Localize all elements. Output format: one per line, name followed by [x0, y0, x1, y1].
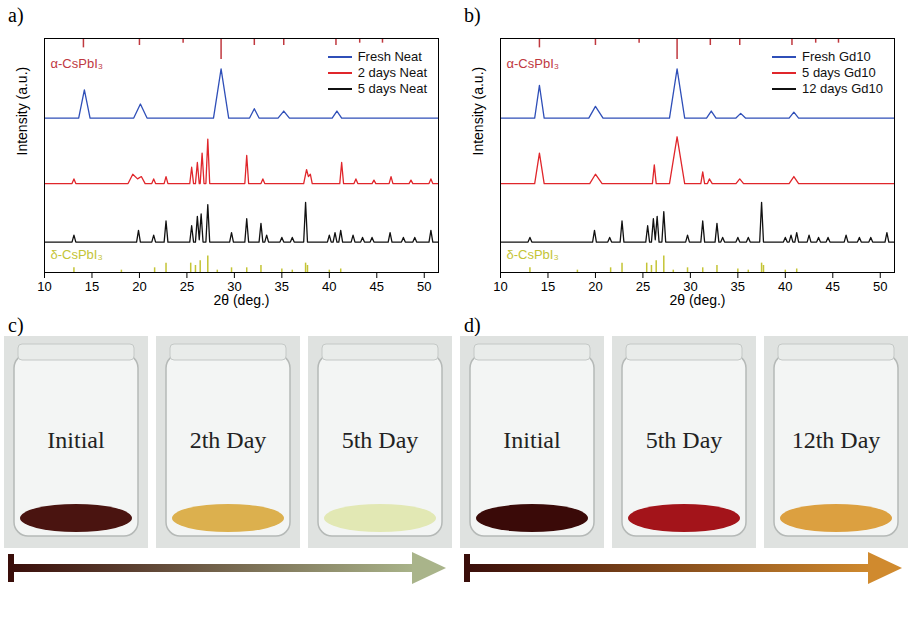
svg-text:35: 35 — [275, 279, 289, 294]
html-text:c): c) — [8, 314, 24, 336]
html-text:12 days Gd10: 12 days Gd10 — [802, 81, 883, 96]
html-text:a): a) — [8, 4, 24, 26]
svg-text:40: 40 — [322, 279, 336, 294]
svg-text:10: 10 — [37, 279, 51, 294]
html-text:5 days Neat: 5 days Neat — [357, 81, 427, 96]
svg-text:45: 45 — [826, 279, 840, 294]
svg-text:2θ (deg.): 2θ (deg.) — [669, 292, 725, 308]
svg-text:α-CsPbI₃: α-CsPbI₃ — [51, 56, 104, 71]
svg-text:5th Day: 5th Day — [646, 427, 723, 453]
html-text:Fresh Neat: Fresh Neat — [357, 49, 422, 64]
svg-text:Intensity (a.u.): Intensity (a.u.) — [14, 67, 30, 156]
html-text:5 days Gd10: 5 days Gd10 — [802, 65, 876, 80]
html-text:2 days Neat: 2 days Neat — [357, 65, 427, 80]
html-text:d): d) — [464, 314, 481, 336]
html-text:Fresh Gd10: Fresh Gd10 — [802, 49, 871, 64]
svg-text:α-CsPbI₃: α-CsPbI₃ — [507, 56, 560, 71]
svg-text:30: 30 — [683, 278, 698, 294]
svg-text:2th Day: 2th Day — [190, 427, 267, 453]
svg-text:15: 15 — [85, 279, 99, 294]
svg-text:25: 25 — [636, 279, 650, 294]
svg-text:45: 45 — [370, 279, 384, 294]
html-text:b): b) — [464, 4, 481, 26]
svg-text:20: 20 — [588, 279, 602, 294]
svg-text:δ-CsPbI₃: δ-CsPbI₃ — [51, 247, 103, 262]
svg-text:Initial: Initial — [47, 427, 105, 453]
svg-text:50: 50 — [417, 279, 431, 294]
svg-text:Intensity (a.u.): Intensity (a.u.) — [470, 67, 486, 156]
svg-text:2θ (deg.): 2θ (deg.) — [213, 292, 269, 308]
svg-text:10: 10 — [493, 279, 507, 294]
svg-text:40: 40 — [778, 279, 792, 294]
svg-text:Initial: Initial — [503, 427, 561, 453]
svg-text:35: 35 — [731, 279, 745, 294]
svg-text:5th Day: 5th Day — [342, 427, 419, 453]
svg-text:50: 50 — [873, 279, 887, 294]
svg-text:25: 25 — [180, 279, 194, 294]
svg-text:12th Day: 12th Day — [792, 427, 881, 453]
svg-text:15: 15 — [541, 279, 555, 294]
svg-text:δ-CsPbI₃: δ-CsPbI₃ — [507, 247, 559, 262]
svg-text:30: 30 — [227, 278, 242, 294]
svg-text:20: 20 — [132, 279, 146, 294]
